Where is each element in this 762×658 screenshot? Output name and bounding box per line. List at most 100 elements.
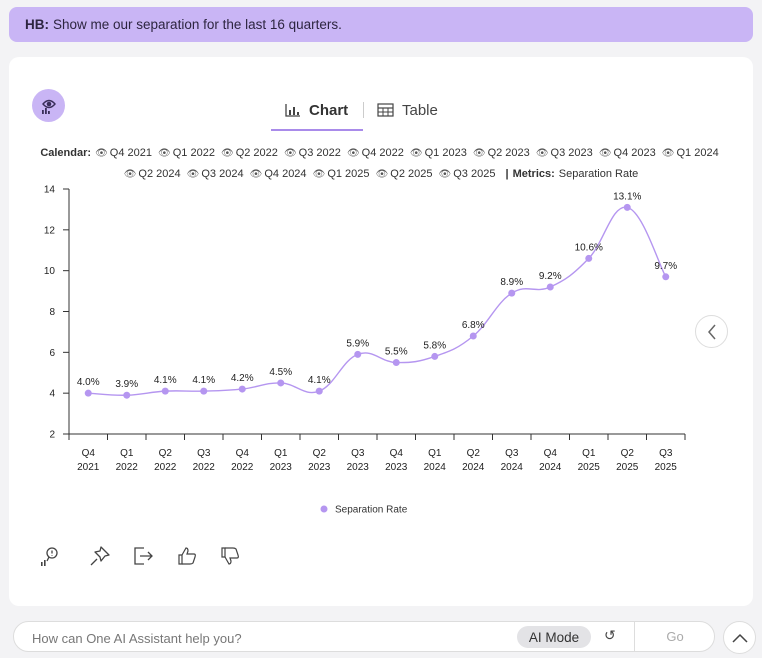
legend-marker <box>320 505 328 513</box>
ai-mode-toggle[interactable]: AI Mode <box>517 626 591 648</box>
x-tick-label: Q3 <box>505 448 519 459</box>
eye-icon: 👁︎ <box>438 169 452 180</box>
filter-summary: Calendar: 👁︎ Q4 2021 👁︎ Q1 2022 👁︎ Q2 2022 👁… <box>9 143 753 185</box>
y-tick-label: 2 <box>49 430 55 441</box>
data-point <box>546 283 554 291</box>
eye-icon: 👁︎ <box>346 148 360 159</box>
filter-chip-label: Q4 2022 <box>361 147 404 159</box>
separation-rate-chart: 2 4 6 8 10 12 14 Q4 2021 Q1 2022 Q2 2022 Q3 2022 Q4 2022… <box>44 185 686 516</box>
filter-chip-label: Q2 2022 <box>235 147 278 159</box>
prompt-user: HB: <box>25 17 49 32</box>
data-point <box>431 352 439 360</box>
data-label: 6.8% <box>462 320 485 331</box>
filter-chip-label: Q1 2024 <box>676 147 719 159</box>
x-tick-label: 2025 <box>578 462 601 473</box>
insight-icon[interactable] <box>40 545 62 567</box>
x-tick-label: 2022 <box>193 462 216 473</box>
legend-label: Separation Rate <box>335 505 408 516</box>
tab-table[interactable]: Table <box>377 91 438 129</box>
table-icon <box>377 103 394 117</box>
filter-chip: 👁︎ Q3 2023 <box>536 147 593 159</box>
x-tick-label: Q1 <box>274 448 288 459</box>
data-label: 4.1% <box>154 375 177 386</box>
data-label: 4.1% <box>308 375 331 386</box>
filter-chip: 👁︎ Q1 2023 <box>410 147 467 159</box>
filter-chip-label: Q3 2024 <box>201 168 244 180</box>
data-point <box>662 273 670 281</box>
eye-icon: 👁︎ <box>472 148 486 159</box>
filter-chip-label: Q4 2021 <box>109 147 152 159</box>
thumbs-up-icon[interactable] <box>176 545 198 567</box>
x-tick-label: 2025 <box>655 462 678 473</box>
data-point <box>585 254 593 262</box>
insight-button[interactable] <box>32 89 65 122</box>
data-label: 9.2% <box>539 271 562 282</box>
x-tick-label: 2022 <box>116 462 139 473</box>
data-point <box>84 389 92 397</box>
filter-chip-label: Q4 2023 <box>613 147 656 159</box>
data-label: 3.9% <box>115 379 138 390</box>
collapse-panel-button[interactable] <box>695 315 728 348</box>
data-point <box>508 289 516 297</box>
filter-chip: 👁︎ Q2 2024 <box>124 168 181 180</box>
eye-icon: 👁︎ <box>123 169 137 180</box>
filter-chip: 👁︎ Q1 2022 <box>158 147 215 159</box>
tab-divider <box>363 102 364 118</box>
eye-icon: 👁︎ <box>598 148 612 159</box>
filter-chip: 👁︎ Q3 2024 <box>187 168 244 180</box>
bar-chart-icon <box>285 104 300 117</box>
x-tick-label: Q2 <box>159 448 173 459</box>
data-point <box>123 391 131 399</box>
chat-input[interactable] <box>30 628 494 648</box>
x-tick-label: 2024 <box>501 462 524 473</box>
filter-chip-label: Q1 2022 <box>172 147 215 159</box>
x-tick-label: 2023 <box>347 462 370 473</box>
filter-chip: 👁︎ Q2 2025 <box>376 168 433 180</box>
data-label: 9.7% <box>654 261 677 272</box>
active-tab-indicator <box>271 129 363 131</box>
chevron-up-icon <box>731 633 748 643</box>
x-tick-label: Q1 <box>582 448 596 459</box>
filter-chip: 👁︎ Q4 2021 <box>95 147 152 159</box>
x-tick-label: Q4 <box>236 448 250 459</box>
x-tick-label: Q2 <box>313 448 327 459</box>
y-tick-label: 6 <box>49 348 55 359</box>
data-label: 5.5% <box>385 347 408 358</box>
thumbs-down-icon[interactable] <box>219 545 241 567</box>
scroll-up-button[interactable] <box>723 621 756 654</box>
tab-chart[interactable]: Chart <box>285 91 348 129</box>
filter-chip: 👁︎ Q3 2025 <box>439 168 496 180</box>
metric-value: Separation Rate <box>558 168 639 180</box>
x-tick-label: Q3 <box>351 448 365 459</box>
pin-icon[interactable] <box>89 545 111 567</box>
y-tick-label: 12 <box>44 225 56 236</box>
data-label: 13.1% <box>613 191 641 202</box>
eye-icon: 👁︎ <box>283 148 297 159</box>
metrics-label: Metrics: <box>512 168 555 180</box>
x-tick-label: Q1 <box>428 448 442 459</box>
filter-chip: 👁︎ Q4 2024 <box>250 168 307 180</box>
x-tick-label: Q2 <box>467 448 481 459</box>
x-tick-label: Q1 <box>120 448 134 459</box>
x-tick-label: Q3 <box>659 448 673 459</box>
filter-chip-label: Q2 2023 <box>487 147 530 159</box>
go-button[interactable]: Go <box>634 622 715 651</box>
data-label: 5.8% <box>423 340 446 351</box>
user-prompt-banner: HB: Show me our separation for the last … <box>9 7 753 42</box>
x-tick-label: Q3 <box>197 448 211 459</box>
data-label: 5.9% <box>346 338 369 349</box>
filter-chip-label: Q2 2025 <box>390 168 433 180</box>
tab-table-label: Table <box>402 101 438 119</box>
go-label: Go <box>666 629 684 644</box>
eye-icon: 👁︎ <box>661 148 675 159</box>
eye-icon: 👁︎ <box>312 169 326 180</box>
eye-icon: 👁︎ <box>409 148 423 159</box>
filter-chip: 👁︎ Q4 2023 <box>599 147 656 159</box>
data-point <box>623 203 631 211</box>
eye-icon: 👁︎ <box>186 169 200 180</box>
export-icon[interactable] <box>132 545 154 567</box>
undo-icon[interactable]: ↺ <box>604 627 616 643</box>
filter-chip-label: Q3 2022 <box>298 147 341 159</box>
x-tick-label: 2022 <box>231 462 254 473</box>
data-label: 4.0% <box>77 377 100 388</box>
